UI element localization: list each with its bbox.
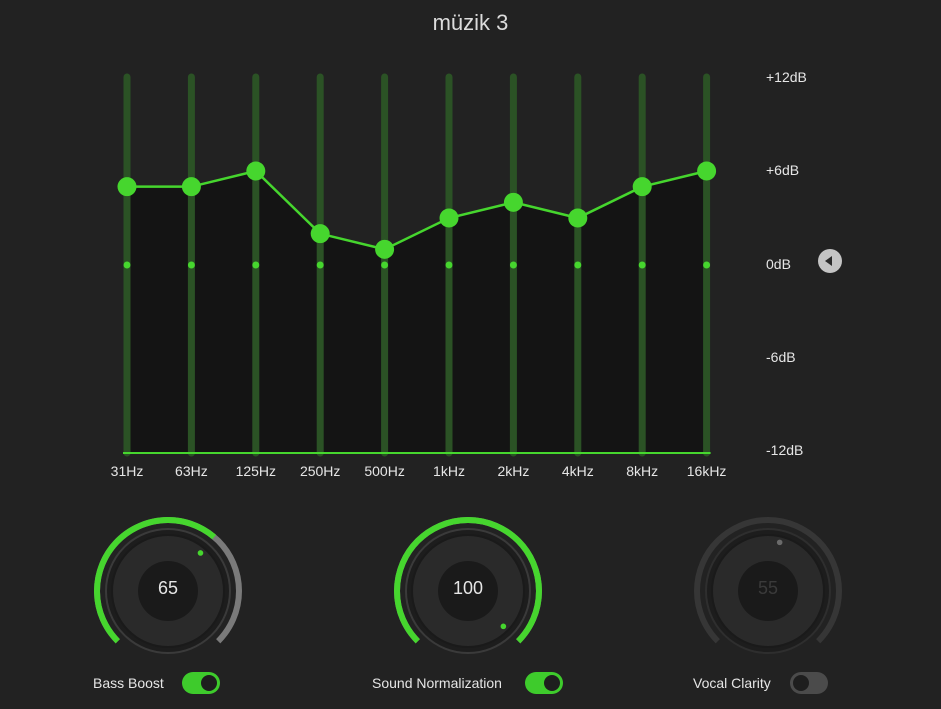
sound-normalization-value: 100	[452, 578, 484, 598]
freq-label: 125Hz	[235, 463, 277, 479]
db-label-max: +12dB	[766, 69, 807, 85]
eq-curve-line	[127, 169, 707, 251]
preset-title: müzik 3	[432, 10, 509, 35]
eq-zero-marker	[381, 261, 389, 269]
vocal-clarity-label: Vocal Clarity	[693, 675, 771, 691]
freq-label: 4kHz	[561, 463, 594, 479]
knob-center	[138, 561, 198, 621]
freq-label: 2kHz	[497, 463, 530, 479]
freq-label: 16kHz	[686, 463, 727, 479]
sound-normalization-label: Sound Normalization	[372, 675, 502, 691]
eq-handle-125Hz[interactable]	[246, 161, 266, 181]
bass-boost-knob[interactable]: 65	[92, 515, 244, 667]
eq-zero-marker	[703, 261, 711, 269]
knob-value-arc	[93, 517, 217, 644]
eq-zero-marker	[316, 261, 324, 269]
eq-zero-marker	[252, 261, 260, 269]
vocal-clarity-toggle[interactable]	[790, 672, 828, 694]
bass-boost-toggle[interactable]	[182, 672, 220, 694]
bass-boost-label: Bass Boost	[93, 675, 164, 691]
knob-center	[438, 561, 498, 621]
eq-handle-4kHz[interactable]	[568, 208, 588, 228]
eq-zero-marker	[574, 261, 582, 269]
db-label-minus6: -6dB	[766, 349, 796, 365]
knob-indicator	[197, 550, 204, 556]
freq-label: 500Hz	[364, 463, 405, 479]
eq-zero-marker	[123, 261, 131, 269]
eq-zero-marker	[445, 261, 453, 269]
eq-handle-250Hz[interactable]	[310, 224, 330, 244]
eq-zero-marker	[187, 261, 195, 269]
eq-handle-2kHz[interactable]	[503, 192, 523, 212]
freq-label: 250Hz	[299, 463, 341, 479]
db-label-plus6: +6dB	[766, 162, 800, 178]
knob-indicator	[500, 623, 507, 630]
freq-label: 63Hz	[175, 463, 208, 479]
freq-label: 8kHz	[626, 463, 659, 479]
db-label-zero: 0dB	[766, 256, 791, 272]
vocal-clarity-knob[interactable]: 55	[692, 515, 844, 667]
eq-handle-500Hz[interactable]	[375, 239, 395, 259]
triangle-left-icon	[825, 256, 832, 266]
sound-normalization-toggle[interactable]	[525, 672, 563, 694]
eq-curve-fill	[127, 171, 707, 453]
equalizer-graph	[117, 73, 717, 457]
knob-center	[738, 561, 798, 621]
eq-handle-63Hz[interactable]	[181, 177, 201, 197]
eq-handle-31Hz[interactable]	[117, 177, 137, 197]
eq-zero-marker	[509, 261, 517, 269]
knob-value-arc	[394, 517, 542, 644]
db-label-min: -12dB	[766, 442, 804, 458]
vocal-clarity-value: 55	[757, 578, 779, 598]
reset-to-zero-button[interactable]	[818, 249, 842, 273]
knob-indicator	[776, 539, 783, 546]
eq-zero-marker	[638, 261, 646, 269]
eq-handle-8kHz[interactable]	[632, 177, 652, 197]
freq-label: 31Hz	[110, 463, 144, 479]
knob-track	[694, 517, 842, 644]
freq-label: 1kHz	[433, 463, 465, 479]
sound-normalization-knob[interactable]: 100	[392, 515, 544, 667]
eq-handle-1kHz[interactable]	[439, 208, 459, 228]
eq-handle-16kHz[interactable]	[697, 161, 717, 181]
bass-boost-value: 65	[157, 578, 179, 598]
